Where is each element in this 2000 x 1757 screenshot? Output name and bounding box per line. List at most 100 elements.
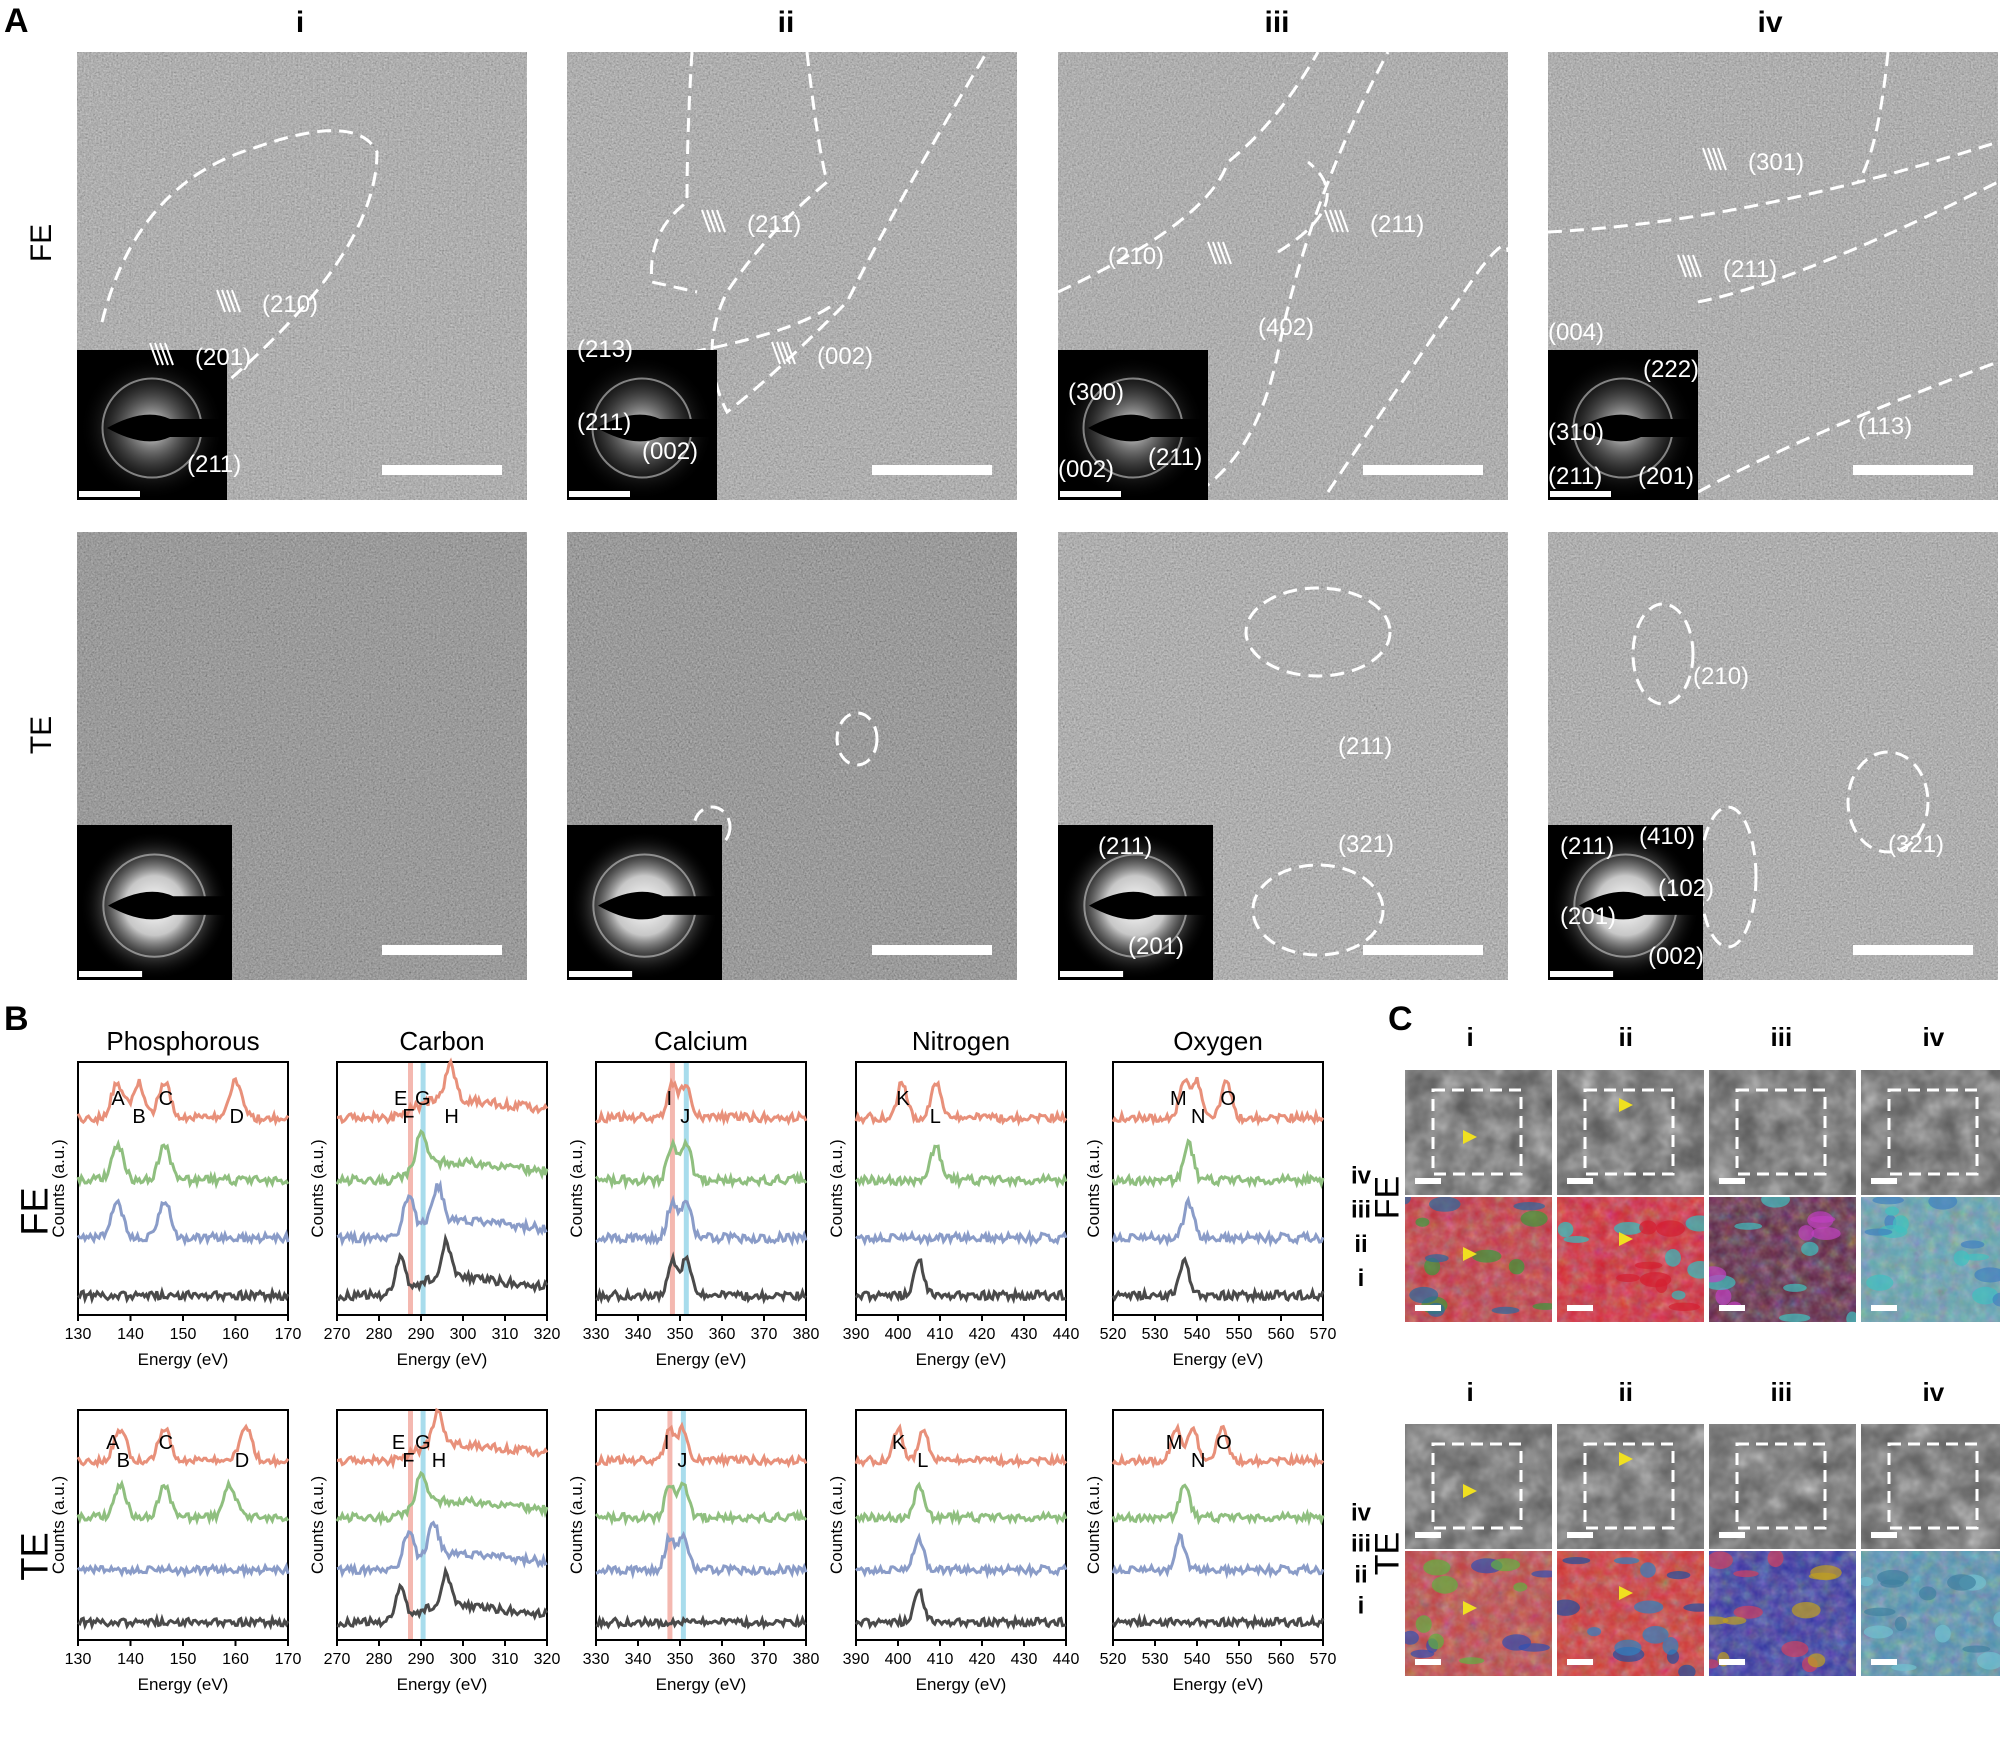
x-tick-label: 360 [709, 1326, 736, 1343]
eds-map-te-i [1405, 1551, 1552, 1676]
peak-label: I [666, 1088, 672, 1110]
micrograph-image: (210) (211) (402) (300) (211) (002) [1058, 52, 1508, 500]
peak-label: K [896, 1088, 910, 1110]
series-label: iii [1351, 1197, 1371, 1224]
x-tick-label: 270 [324, 1326, 351, 1343]
peak-label: K [892, 1432, 906, 1454]
spectrum-band [408, 1063, 413, 1314]
series-iv [595, 1077, 808, 1127]
panel-a-col-i: i [295, 6, 305, 39]
plane-label: (410) [1639, 823, 1695, 850]
plane-label: (301) [1748, 149, 1804, 176]
panel-a-row-te: TE [25, 715, 58, 755]
x-tick-label: 430 [1011, 1651, 1038, 1668]
peak-label: N [1191, 1106, 1205, 1128]
x-tick-label: 300 [450, 1651, 477, 1668]
plane-label: (211) [1548, 463, 1602, 490]
x-tick-label: 440 [1053, 1651, 1080, 1668]
series-iii [76, 1138, 290, 1190]
x-axis-label: Energy (eV) [1173, 1675, 1264, 1694]
peak-label: F [402, 1450, 414, 1472]
x-tick-label: 530 [1142, 1326, 1169, 1343]
spectrum-te-0: AB C D 130 140 150 160 170 Energy (eV) Counts (a.… [49, 1409, 301, 1694]
spectrum-fe-4: Oxygen MNO 520 530 540 550 560 570 Energy (eV) Co… [1084, 1026, 1372, 1369]
x-tick-label: 410 [927, 1326, 954, 1343]
series-ii [76, 1198, 290, 1247]
x-tick-label: 160 [222, 1326, 249, 1343]
series-label: i [1358, 1593, 1365, 1620]
tem-fe-iii: (210) (211) (402) (300) (211) (002) [1058, 52, 1508, 500]
plane-label: (213) [577, 336, 633, 363]
plane-label: (211) [1338, 733, 1392, 760]
y-axis-label: Counts (a.u.) [1084, 1139, 1103, 1237]
tem-te-iv: (210) (321) (211) (410) (102) (201) (002) [1548, 532, 1998, 980]
peak-label: H [432, 1450, 446, 1472]
panel-a-row-fe: FE [25, 223, 58, 263]
x-tick-label: 290 [408, 1651, 435, 1668]
series-iv [76, 1423, 290, 1469]
spectrum-title: Nitrogen [912, 1026, 1010, 1056]
x-tick-label: 150 [170, 1651, 197, 1668]
stem-col-label: ii [1618, 1022, 1633, 1052]
x-tick-label: 560 [1268, 1651, 1295, 1668]
spectrum-band [680, 1411, 686, 1639]
series-iii [335, 1128, 549, 1187]
y-axis-label: Counts (a.u.) [308, 1139, 327, 1237]
series-label: ii [1354, 1562, 1367, 1589]
series-i [77, 1612, 290, 1631]
series-i [854, 1258, 1067, 1305]
stem-col-label: iv [1922, 1377, 1945, 1407]
x-tick-label: 130 [65, 1651, 92, 1668]
y-axis-label: Counts (a.u.) [827, 1476, 846, 1574]
eds-map-fe-iii [1709, 1197, 1856, 1322]
x-tick-label: 520 [1100, 1326, 1127, 1343]
peak-label: B [117, 1450, 130, 1472]
micrograph-image: (211) (002) (213) (211) (002) [567, 52, 1017, 500]
peak-label: A [111, 1088, 125, 1110]
panel-c-letter: C [1388, 1000, 1413, 1038]
eds-map-fe-iv [1861, 1197, 2000, 1322]
plane-label: (201) [195, 344, 251, 371]
x-tick-label: 390 [843, 1326, 870, 1343]
x-tick-label: 300 [450, 1326, 477, 1343]
plane-label: (201) [1560, 903, 1616, 930]
x-axis-label: Energy (eV) [138, 1675, 229, 1694]
x-tick-label: 270 [324, 1651, 351, 1668]
eds-map-te-iv [1861, 1551, 2000, 1676]
series-ii [855, 1532, 1068, 1580]
x-tick-label: 410 [927, 1651, 954, 1668]
x-tick-label: 360 [709, 1651, 736, 1668]
x-axis-label: Energy (eV) [138, 1350, 229, 1369]
series-ii [336, 1520, 548, 1579]
x-tick-label: 340 [625, 1651, 652, 1668]
x-tick-label: 390 [843, 1651, 870, 1668]
series-iv [1111, 1422, 1325, 1469]
micrograph-image: (211) (321) (211) (201) [1058, 532, 1508, 980]
x-tick-label: 370 [751, 1326, 778, 1343]
plane-label: (210) [1693, 663, 1749, 690]
peak-label: E [394, 1088, 407, 1110]
plane-label: (310) [1548, 419, 1604, 446]
haadf-fe-iii [1709, 1070, 1856, 1195]
x-tick-label: 140 [117, 1326, 144, 1343]
spectrum-title: Calcium [654, 1026, 748, 1056]
plane-label: (201) [1128, 933, 1184, 960]
series-i [77, 1285, 290, 1305]
panel-a-letter: A [4, 2, 29, 40]
x-tick-label: 160 [222, 1651, 249, 1668]
series-iii [335, 1470, 549, 1527]
x-tick-label: 310 [492, 1651, 519, 1668]
peak-label: L [917, 1450, 928, 1472]
tem-fe-iv: (301) (211) (113) (004) (222) (310) (211) (201) [1548, 52, 1998, 500]
plane-label: (201) [1638, 463, 1694, 490]
x-tick-label: 320 [534, 1651, 561, 1668]
plane-label: (002) [817, 343, 873, 370]
plane-label: (222) [1643, 356, 1699, 383]
spectrum-fe-0: Phosphorous ABC D 130 140 150 160 170 Energy (eV… [49, 1026, 301, 1369]
series-i [854, 1588, 1067, 1631]
x-tick-label: 420 [969, 1326, 996, 1343]
series-iii [854, 1481, 1068, 1526]
series-ii [1111, 1532, 1325, 1580]
spectrum-band [408, 1411, 413, 1639]
